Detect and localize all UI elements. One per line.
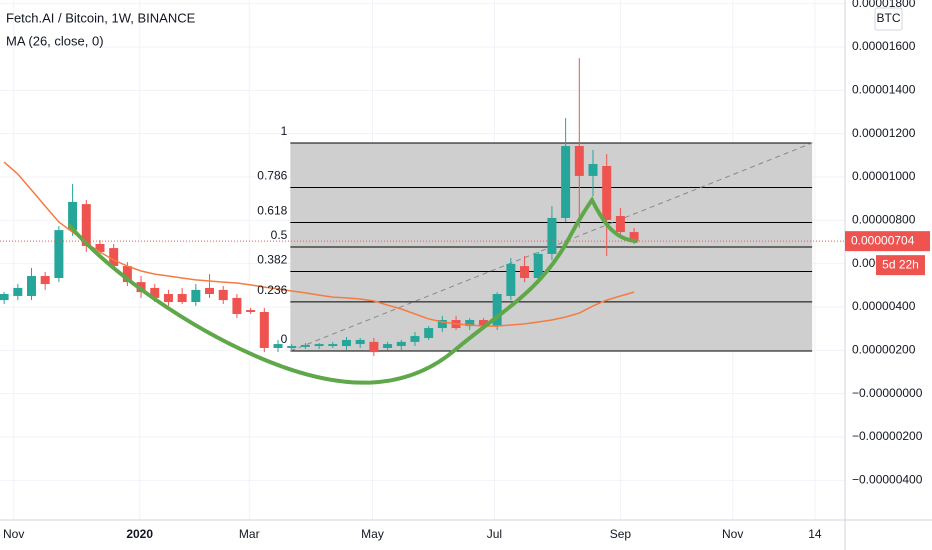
candle-body (68, 201, 78, 231)
candle-body (520, 266, 530, 278)
candle-body (492, 294, 502, 327)
moving-average (3, 161, 635, 327)
y-tick-label: 0.00001000 (852, 169, 916, 183)
candle-body (602, 165, 612, 220)
candle-body (273, 344, 283, 348)
last-price-label: 0.00000704 (851, 233, 915, 247)
y-tick-label: −0.00000200 (852, 429, 923, 443)
countdown-box (876, 255, 925, 276)
candle-body (26, 276, 36, 296)
legend-ma: MA (26, close, 0) (6, 33, 104, 48)
candle-body (328, 344, 338, 347)
candle-body (54, 230, 64, 278)
candle-body (81, 204, 91, 246)
y-tick-label: 0.00000800 (852, 213, 916, 227)
x-tick-label: Nov (3, 527, 24, 541)
candle-body (506, 263, 516, 296)
candle-body (629, 232, 639, 242)
x-tick-label: Nov (722, 527, 743, 541)
candle-body (341, 339, 351, 347)
candle-body (561, 146, 571, 218)
y-tick-label: 0.00000400 (852, 299, 916, 313)
y-tick-label: 0.00001400 (852, 83, 916, 97)
candle-body (259, 312, 269, 348)
currency-label: BTC (877, 11, 901, 25)
candle-body (437, 320, 447, 329)
x-tick-label: Mar (239, 527, 260, 541)
x-tick-label: May (361, 527, 384, 541)
candle-body (314, 344, 324, 347)
candle-body (574, 146, 584, 176)
cup-annotation (68, 196, 638, 385)
candle-body (150, 287, 160, 298)
candle-body (218, 289, 228, 301)
fib-level-label: 1 (281, 124, 288, 138)
y-tick-label: −0.00000400 (852, 473, 923, 487)
candle-body (478, 320, 488, 327)
candle-body (396, 341, 406, 347)
candle-body (232, 297, 242, 314)
fib-level-label: 0.5 (271, 228, 288, 242)
candle-body (410, 336, 420, 342)
fib-level-label: 0.618 (257, 204, 287, 218)
axes: −0.00000400 −0.00000200 −0.00000000 0.00000… (3, 0, 930, 541)
candle-body (547, 217, 557, 254)
candle-body (109, 248, 119, 267)
last-price-box (845, 231, 930, 252)
plot-area (0, 58, 845, 385)
fib-level-label: 0 (281, 332, 288, 346)
candle-body (287, 346, 297, 348)
candle-body (40, 276, 50, 285)
y-tick-label: 0.00001600 (852, 39, 916, 53)
countdown-label: 5d 22h (882, 257, 919, 271)
candle-body (191, 289, 201, 303)
candle-body (246, 310, 256, 312)
candle-body (533, 253, 543, 278)
candle-body (615, 216, 625, 233)
candle-body (163, 294, 173, 303)
candle-body (369, 341, 379, 353)
candle-body (300, 344, 310, 347)
y-tick-label: 0.00001800 (852, 0, 916, 10)
fib-level-label: 0.236 (257, 283, 287, 297)
candle-body (355, 339, 365, 345)
candle-body (122, 266, 132, 283)
currency-box (874, 7, 903, 31)
candle-body (465, 320, 475, 327)
y-tick-label: 0.00001200 (852, 126, 916, 140)
candle-body (95, 243, 105, 252)
x-tick-label: 2020 (126, 527, 153, 541)
candle-body (383, 344, 393, 348)
candle-body (0, 294, 9, 301)
legend-symbol: Fetch.AI / Bitcoin, 1W, BINANCE (6, 10, 196, 25)
candle-body (588, 164, 598, 176)
x-tick-label: Sep (610, 527, 632, 541)
y-tick-label: −0.00000000 (852, 386, 923, 400)
y-tick-label: 0.00000200 (852, 343, 916, 357)
candle-body (205, 287, 215, 295)
candle-body (424, 328, 434, 338)
candle-body (177, 294, 187, 303)
candle-body (13, 287, 23, 296)
fib-level-label: 0.786 (257, 169, 287, 183)
fib-level-label: 0.382 (257, 253, 287, 267)
x-tick-label: Jul (487, 527, 502, 541)
x-tick-label: 14 (808, 527, 822, 541)
